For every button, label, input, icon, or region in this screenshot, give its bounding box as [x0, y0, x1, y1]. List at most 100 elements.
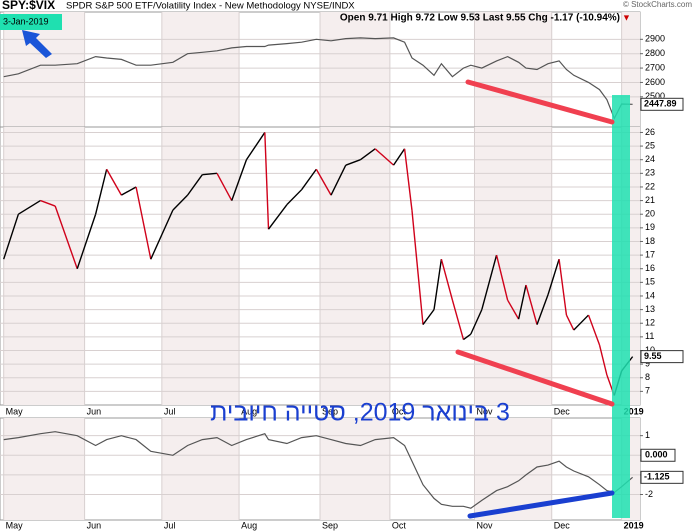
x-tick-label: May [6, 406, 24, 416]
y-tick-label: 13 [645, 304, 655, 314]
month-shade [3, 12, 85, 127]
line-segment [18, 199, 41, 215]
line-segment [40, 199, 56, 207]
line-segment [54, 205, 78, 269]
month-shade [320, 127, 390, 405]
line-segment [565, 314, 575, 331]
line-segment [440, 259, 454, 301]
line-segment [3, 213, 20, 260]
y-tick-label: 25 [645, 140, 655, 150]
line-segment [558, 259, 568, 316]
y-tick-label: 9 [645, 358, 650, 368]
line-segment [330, 164, 347, 196]
ohlc: Open 9.71 High 9.72 Low 9.53 Last 9.55 C… [340, 13, 620, 24]
line-segment [433, 259, 443, 310]
x-tick-label: Jul [164, 406, 176, 416]
x-tick-label: Oct [392, 520, 407, 530]
date-label: 3-Jan-2019 [3, 16, 49, 26]
y-tick-label: 20 [645, 209, 655, 219]
plot: 2500 2600 2700 2800 2900 2447.89 May Jun Jul Aug S… [3, 34, 684, 530]
line-segment [573, 314, 590, 331]
line-segment [360, 148, 376, 161]
x-tick-label: Dec [554, 520, 571, 530]
last-value-label: -1.125 [644, 472, 670, 482]
y-tick-label: 10 [645, 345, 655, 355]
y-tick-label: 24 [645, 154, 655, 164]
arrow [22, 30, 52, 58]
y-tick-label: 16 [645, 263, 655, 273]
line-segment [135, 186, 152, 260]
x-tick-label: Nov [476, 406, 493, 416]
line [3, 431, 633, 509]
x-tick-label: Aug [241, 406, 257, 416]
line-segment [525, 284, 538, 325]
y-tick-label: 11 [645, 331, 654, 341]
line-segment [495, 254, 509, 301]
x-tick-label: Aug [241, 520, 257, 530]
y-tick-label: 2500 [645, 91, 665, 101]
x-tick-label: Jul [164, 520, 176, 530]
line-segment [392, 148, 406, 166]
y-tick-label: 23 [645, 168, 655, 178]
line-segment [481, 254, 498, 310]
y-tick-label: 21 [645, 195, 655, 205]
last-tag-box [640, 350, 684, 364]
divergence-line [465, 79, 615, 125]
line-segment [94, 169, 108, 215]
line-segment [374, 148, 395, 166]
line-segment [470, 309, 483, 335]
x-tick-label: 2019 [624, 406, 644, 416]
y-tick-label: 2700 [645, 62, 665, 72]
line-segment [150, 209, 174, 260]
overlay: 3 בינואר 2019, סטייה חיובית 3-Jan-2019 S… [0, 0, 692, 519]
highlight [612, 95, 630, 518]
month-shade [161, 127, 240, 405]
x-tick-label: Jun [87, 520, 102, 530]
y-tick-label: 8 [645, 372, 650, 382]
y-tag-box [640, 448, 676, 462]
divergence-line [455, 349, 615, 407]
y-tick-label: 22 [645, 181, 655, 191]
last-tag-box [640, 470, 684, 484]
line-segment [172, 194, 189, 211]
x-tick-label: May [6, 520, 24, 530]
line-segment [598, 344, 608, 376]
line-segment [76, 213, 97, 269]
y-tick-label: -2 [645, 489, 653, 499]
line-segment [106, 168, 122, 196]
description: SPDR S&P 500 ETF/Volatility Index - New … [66, 1, 355, 12]
line-segment [202, 172, 218, 176]
y-tick-label: 2600 [645, 77, 665, 87]
month-shade [320, 418, 390, 520]
y-tick-label: 19 [645, 222, 655, 232]
line [3, 37, 633, 120]
month-shade [474, 12, 552, 127]
symbol: SPY:$VIX [2, 0, 55, 12]
chg-arrow: ▼ [622, 12, 631, 22]
y-tick-label: 26 [645, 127, 655, 137]
last-value-label: 2447.89 [644, 99, 677, 109]
y-tick-label: 17 [645, 249, 655, 259]
line-segment [267, 204, 288, 230]
y-tick-label: 2800 [645, 48, 665, 58]
x-tick-label: 2019 [624, 520, 644, 530]
divergence-line [467, 490, 615, 519]
x-tick-label: Dec [554, 406, 571, 416]
annotation: 3 בינואר 2019, סטייה חיובית [210, 399, 510, 427]
month-shade [320, 12, 390, 127]
x-tick-label: Oct [392, 406, 407, 416]
x-tick-label: Jun [87, 406, 102, 416]
line-segment [286, 189, 303, 206]
x-tick-label: Nov [476, 520, 493, 530]
y-tick-label: 15 [645, 277, 655, 287]
last-tag-box [640, 97, 684, 111]
x-tick-label: Sep [322, 520, 338, 530]
line-segment [245, 132, 266, 161]
y-tick-label: 18 [645, 236, 655, 246]
y-tick-label: 14 [645, 290, 655, 300]
line-segment [403, 148, 413, 211]
line-segment [422, 309, 435, 326]
line-segment [547, 258, 560, 295]
month-shade [161, 418, 240, 520]
